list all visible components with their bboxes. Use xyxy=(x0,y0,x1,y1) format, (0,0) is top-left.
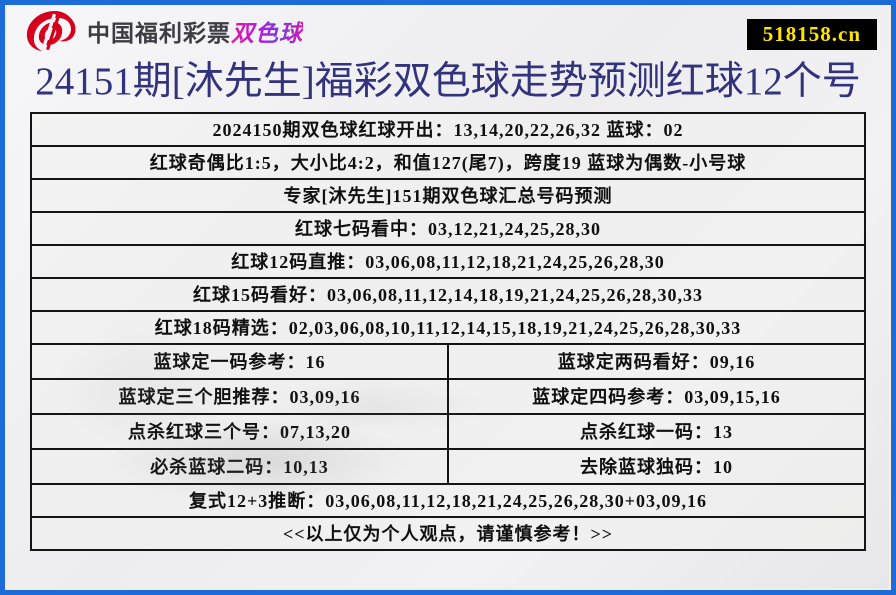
brand-text-ssq: 双色球 xyxy=(231,14,303,48)
table-row: 红球18码精选：02,03,06,08,10,11,12,14,15,18,19… xyxy=(30,309,866,345)
table-row: 红球12码直推：03,06,08,11,12,18,21,24,25,26,28… xyxy=(30,243,866,279)
prediction-table: 2024150期双色球红球开出：13,14,20,22,26,32 蓝球：02 … xyxy=(30,111,866,551)
cell-remove-blue-1: 去除蓝球独码：10 xyxy=(447,447,866,485)
table-row: 点杀红球三个号：07,13,20 点杀红球一码：13 xyxy=(30,412,866,450)
row-red-15-codes: 红球15码看好：03,06,08,11,12,14,18,19,21,24,25… xyxy=(30,276,866,312)
row-red-7-codes: 红球七码看中：03,12,21,24,25,28,30 xyxy=(30,210,866,246)
table-row: <<以上仅为个人观点，请谨慎参考！>> xyxy=(30,515,866,551)
table-row: 红球七码看中：03,12,21,24,25,28,30 xyxy=(30,210,866,246)
cell-blue-4-codes: 蓝球定四码参考：03,09,15,16 xyxy=(447,377,866,415)
cell-kill-blue-2: 必杀蓝球二码：10,13 xyxy=(30,447,449,485)
table-row: 红球15码看好：03,06,08,11,12,14,18,19,21,24,25… xyxy=(30,276,866,312)
row-disclaimer: <<以上仅为个人观点，请谨慎参考！>> xyxy=(30,515,866,551)
row-complex-12-3: 复式12+3推断：03,06,08,11,12,18,21,24,25,26,2… xyxy=(30,482,866,518)
row-red-12-codes: 红球12码直推：03,06,08,11,12,18,21,24,25,26,28… xyxy=(30,243,866,279)
table-row: 复式12+3推断：03,06,08,11,12,18,21,24,25,26,2… xyxy=(30,482,866,518)
cell-blue-3-dan: 蓝球定三个胆推荐：03,09,16 xyxy=(30,377,449,415)
brand-text-cwl: 中国福利彩票 xyxy=(87,20,231,46)
header: 中国福利彩票 双色球 518158.cn xyxy=(5,5,891,57)
table-row: 2024150期双色球红球开出：13,14,20,22,26,32 蓝球：02 xyxy=(30,111,866,147)
row-red-18-codes: 红球18码精选：02,03,06,08,10,11,12,14,15,18,19… xyxy=(30,309,866,345)
table-row: 专家[沐先生]151期双色球汇总号码预测 xyxy=(30,177,866,213)
page-title: 24151期[沐先生]福彩双色球走势预测红球12个号 xyxy=(35,60,861,103)
china-welfare-lottery-logo-icon xyxy=(26,11,76,51)
row-last-draw-result: 2024150期双色球红球开出：13,14,20,22,26,32 蓝球：02 xyxy=(30,111,866,147)
cell-blue-1-code: 蓝球定一码参考：16 xyxy=(30,342,449,380)
table-row: 必杀蓝球二码：10,13 去除蓝球独码：10 xyxy=(30,447,866,485)
cell-kill-red-3: 点杀红球三个号：07,13,20 xyxy=(30,412,449,450)
table-row: 蓝球定三个胆推荐：03,09,16 蓝球定四码参考：03,09,15,16 xyxy=(30,377,866,415)
table-row: 蓝球定一码参考：16 蓝球定两码看好：09,16 xyxy=(30,342,866,380)
cell-kill-red-1: 点杀红球一码：13 xyxy=(447,412,866,450)
cell-blue-2-codes: 蓝球定两码看好：09,16 xyxy=(447,342,866,380)
row-expert-heading: 专家[沐先生]151期双色球汇总号码预测 xyxy=(30,177,866,213)
row-stats-summary: 红球奇偶比1:5，大小比4:2，和值127(尾7)，跨度19 蓝球为偶数-小号球 xyxy=(30,144,866,180)
table-row: 红球奇偶比1:5，大小比4:2，和值127(尾7)，跨度19 蓝球为偶数-小号球 xyxy=(30,144,866,180)
site-badge: 518158.cn xyxy=(746,19,877,50)
